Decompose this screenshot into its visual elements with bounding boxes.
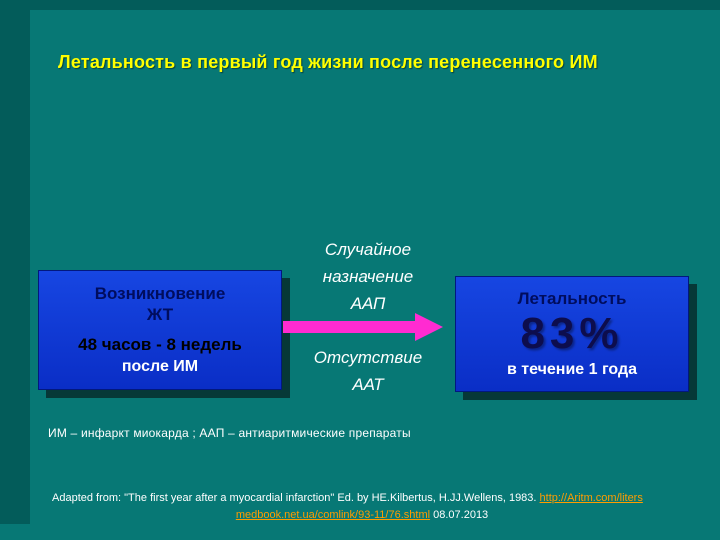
citation-link-2[interactable]: medbook.net.ua/comlink/93-11/76.shtml	[235, 509, 431, 521]
frame-left-band	[0, 0, 30, 524]
citation-date: 08.07.2013	[433, 509, 489, 521]
middle-label-top: Случайное назначение ААП	[290, 236, 446, 317]
citation: Adapted from: "The first year after a my…	[52, 490, 672, 523]
middle-top-line2: назначение	[322, 267, 414, 286]
middle-top-line3: ААП	[350, 294, 386, 313]
citation-link-1[interactable]: http://Aritm.com/liters	[539, 492, 643, 504]
right-box-subtitle: в течение 1 года	[506, 360, 638, 378]
left-box-line2: ЖТ	[146, 304, 174, 324]
middle-label-bottom: Отсутствие ААТ	[290, 344, 446, 398]
left-box: Возникновение ЖТ 48 часов - 8 недель пос…	[38, 270, 282, 390]
arrow-right-icon	[283, 313, 443, 341]
slide-title: Летальность в первый год жизни после пер…	[58, 52, 598, 72]
left-box-line1: Возникновение	[94, 283, 226, 303]
arrow-shaft	[283, 321, 415, 333]
citation-line2: medbook.net.ua/comlink/93-11/76.shtml 08…	[52, 507, 672, 523]
middle-bottom-line1: Отсутствие	[313, 348, 423, 367]
right-box-title: Летальность	[517, 288, 627, 308]
middle-top-line1: Случайное	[324, 240, 412, 259]
right-box-value: 83%	[520, 308, 624, 358]
arrow-head	[415, 313, 443, 341]
frame-top-band	[0, 0, 720, 10]
abbreviations-footnote: ИМ – инфаркт миокарда ; ААП – антиаритми…	[48, 426, 411, 440]
citation-text: Adapted from: "The first year after a my…	[52, 492, 540, 504]
left-box-line3: 48 часов - 8 недель	[78, 334, 242, 354]
left-box-line4: после ИМ	[121, 357, 199, 375]
right-box: Летальность 83% в течение 1 года	[455, 276, 689, 392]
middle-bottom-line2: ААТ	[352, 375, 384, 394]
